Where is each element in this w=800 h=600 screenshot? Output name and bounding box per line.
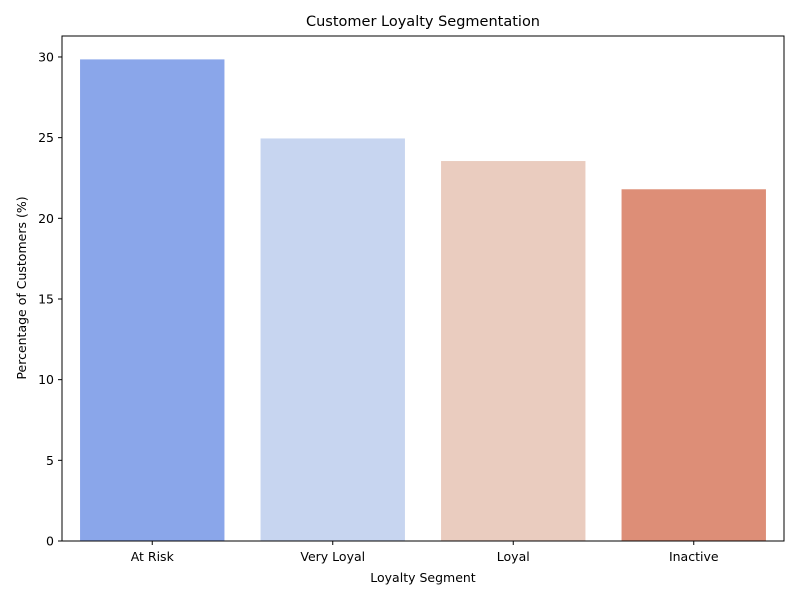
y-axis-ticks: 0 5 10 15 20 25 30 <box>38 49 62 549</box>
y-tick-label: 0 <box>46 534 54 549</box>
bars-group <box>80 59 766 542</box>
x-axis-label: Loyalty Segment <box>370 570 476 585</box>
x-axis-ticks: At Risk Very Loyal Loyal Inactive <box>131 541 719 564</box>
bar-at-risk <box>80 59 225 542</box>
chart-title: Customer Loyalty Segmentation <box>306 14 540 30</box>
x-tick-label: Loyal <box>497 549 530 564</box>
y-tick-label: 30 <box>38 49 54 64</box>
x-tick-label: Very Loyal <box>300 549 365 564</box>
plot-frame <box>61 35 785 542</box>
bar-loyal <box>441 161 586 542</box>
x-tick-label: Inactive <box>669 549 719 564</box>
bar-very-loyal <box>260 138 405 541</box>
y-tick-label: 25 <box>38 130 54 145</box>
x-tick-label: At Risk <box>131 549 175 564</box>
y-axis-label: Percentage of Customers (%) <box>14 196 29 379</box>
bar-inactive <box>621 189 766 541</box>
y-tick-label: 10 <box>38 372 54 387</box>
y-tick-label: 20 <box>38 211 54 226</box>
y-tick-label: 15 <box>38 291 54 306</box>
y-tick-label: 5 <box>46 453 54 468</box>
